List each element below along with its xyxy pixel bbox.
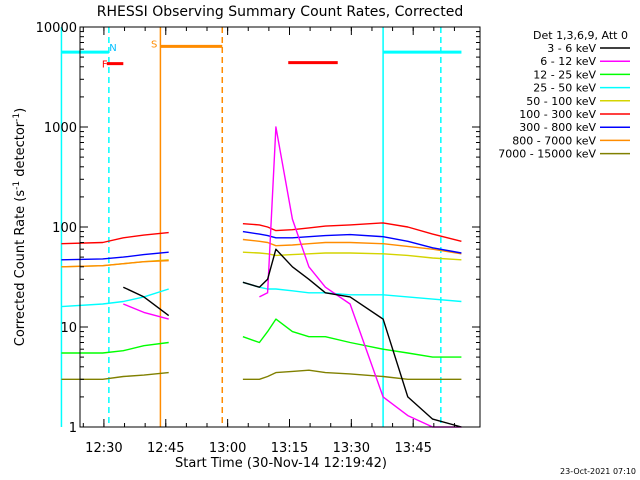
series-line (61, 371, 169, 380)
series-line (61, 288, 169, 308)
state-marker-label: N (109, 43, 116, 54)
plot-area: NF S (60, 27, 462, 428)
legend-label: 6 - 12 keV (540, 55, 596, 68)
legend-label: 50 - 100 keV (526, 95, 596, 108)
x-axis-label: Start Time (30-Nov-14 12:19:42) (175, 456, 387, 471)
series-line (242, 369, 462, 380)
series-line (61, 231, 169, 245)
y-axis-label: Corrected Count Rate (s-1 detector-1) (12, 108, 28, 346)
x-tick-label: 13:00 (209, 441, 246, 456)
y-tick-label: 10 (60, 321, 77, 336)
series-line (242, 248, 462, 428)
legend-label: 25 - 50 keV (533, 82, 596, 95)
x-tick-label: 13:15 (271, 441, 308, 456)
chart-title: RHESSI Observing Summary Count Rates, Co… (97, 4, 463, 20)
y-tick-label: 1000 (44, 121, 77, 136)
series-line (61, 251, 169, 261)
legend-label: 3 - 6 keV (547, 42, 596, 55)
y-tick-label: 10000 (36, 21, 77, 36)
series-line (259, 126, 462, 428)
legend-label: 12 - 25 keV (533, 68, 596, 81)
series-line (61, 260, 169, 268)
series-line (242, 222, 462, 242)
legend-label: 100 - 300 keV (519, 108, 596, 121)
legend-header: Det 1,3,6,9, Att 0 (533, 29, 628, 42)
state-marker-label: S (151, 40, 157, 51)
series-line (242, 238, 462, 255)
series-line (242, 230, 462, 254)
legend-label: 7000 - 15000 keV (498, 148, 596, 161)
footer-timestamp: 23-Oct-2021 07:10 (560, 467, 636, 476)
x-axis: 12:30 12:45 13:00 13:15 13:30 13:45 (82, 27, 455, 456)
series-line (242, 251, 462, 261)
legend-label: 800 - 7000 keV (512, 134, 596, 147)
y-axis: 1 10 100 1000 10000 (36, 21, 480, 436)
series-line (242, 318, 462, 358)
x-tick-label: 12:45 (147, 441, 184, 456)
x-tick-label: 13:45 (394, 441, 431, 456)
y-tick-label: 1 (69, 421, 77, 436)
x-tick-label: 12:30 (85, 441, 122, 456)
x-tick-label: 13:30 (333, 441, 370, 456)
series-line (123, 303, 169, 320)
legend-label: 300 - 800 keV (519, 121, 596, 134)
series-line (242, 281, 462, 303)
series-line (61, 341, 169, 354)
series-line (123, 286, 170, 317)
state-marker-label: F (102, 60, 108, 71)
y-tick-label: 100 (52, 221, 77, 236)
